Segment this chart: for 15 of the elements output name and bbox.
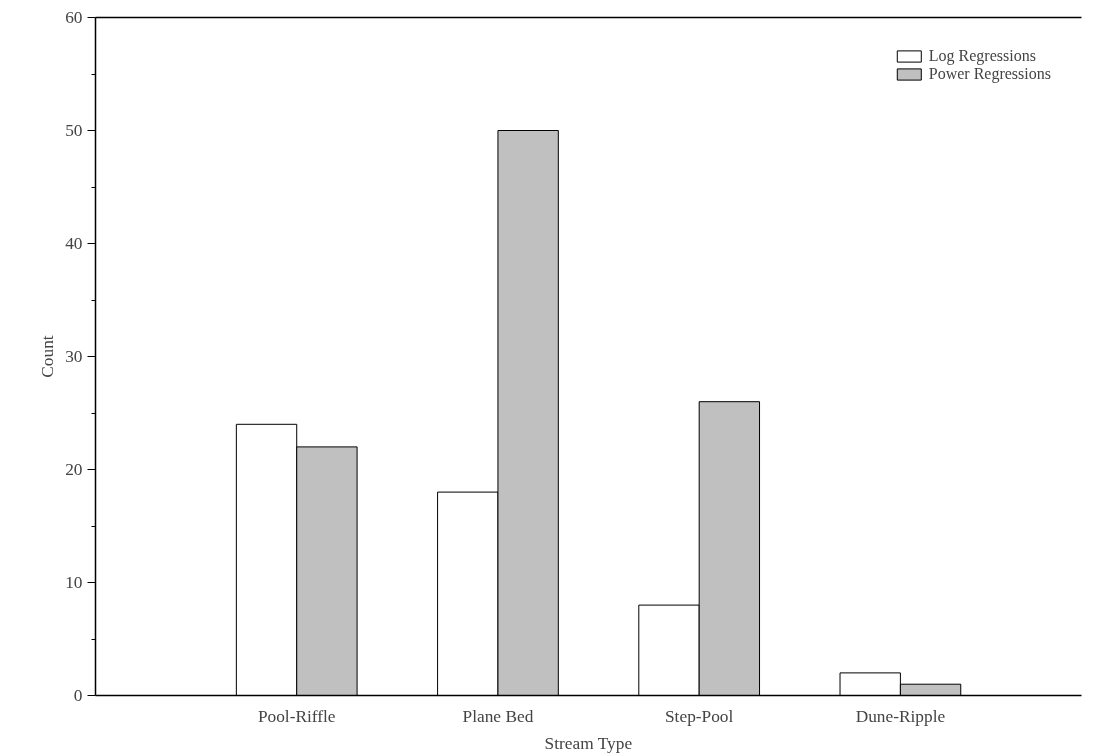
y-tick-label: 0 [73,686,83,705]
y-tick-label: 20 [65,460,83,479]
y-tick-label: 40 [65,234,83,253]
y-tick-label: 30 [65,347,83,366]
y-tick-label: 60 [65,8,83,27]
x-axis-title: Stream Type [544,733,633,753]
x-tick-label: Plane Bed [462,706,534,726]
x-tick-label: Pool-Riffle [257,706,336,726]
y-axis-title: Count [38,335,58,378]
x-tick-label: Step-Pool [665,706,734,726]
legend-label: Power Regressions [928,65,1051,83]
y-tick-label: 10 [65,573,83,592]
y-tick-label: 50 [65,121,83,140]
legend-label: Log Regressions [928,47,1036,65]
x-tick-label: Dune-Ripple [855,706,946,726]
